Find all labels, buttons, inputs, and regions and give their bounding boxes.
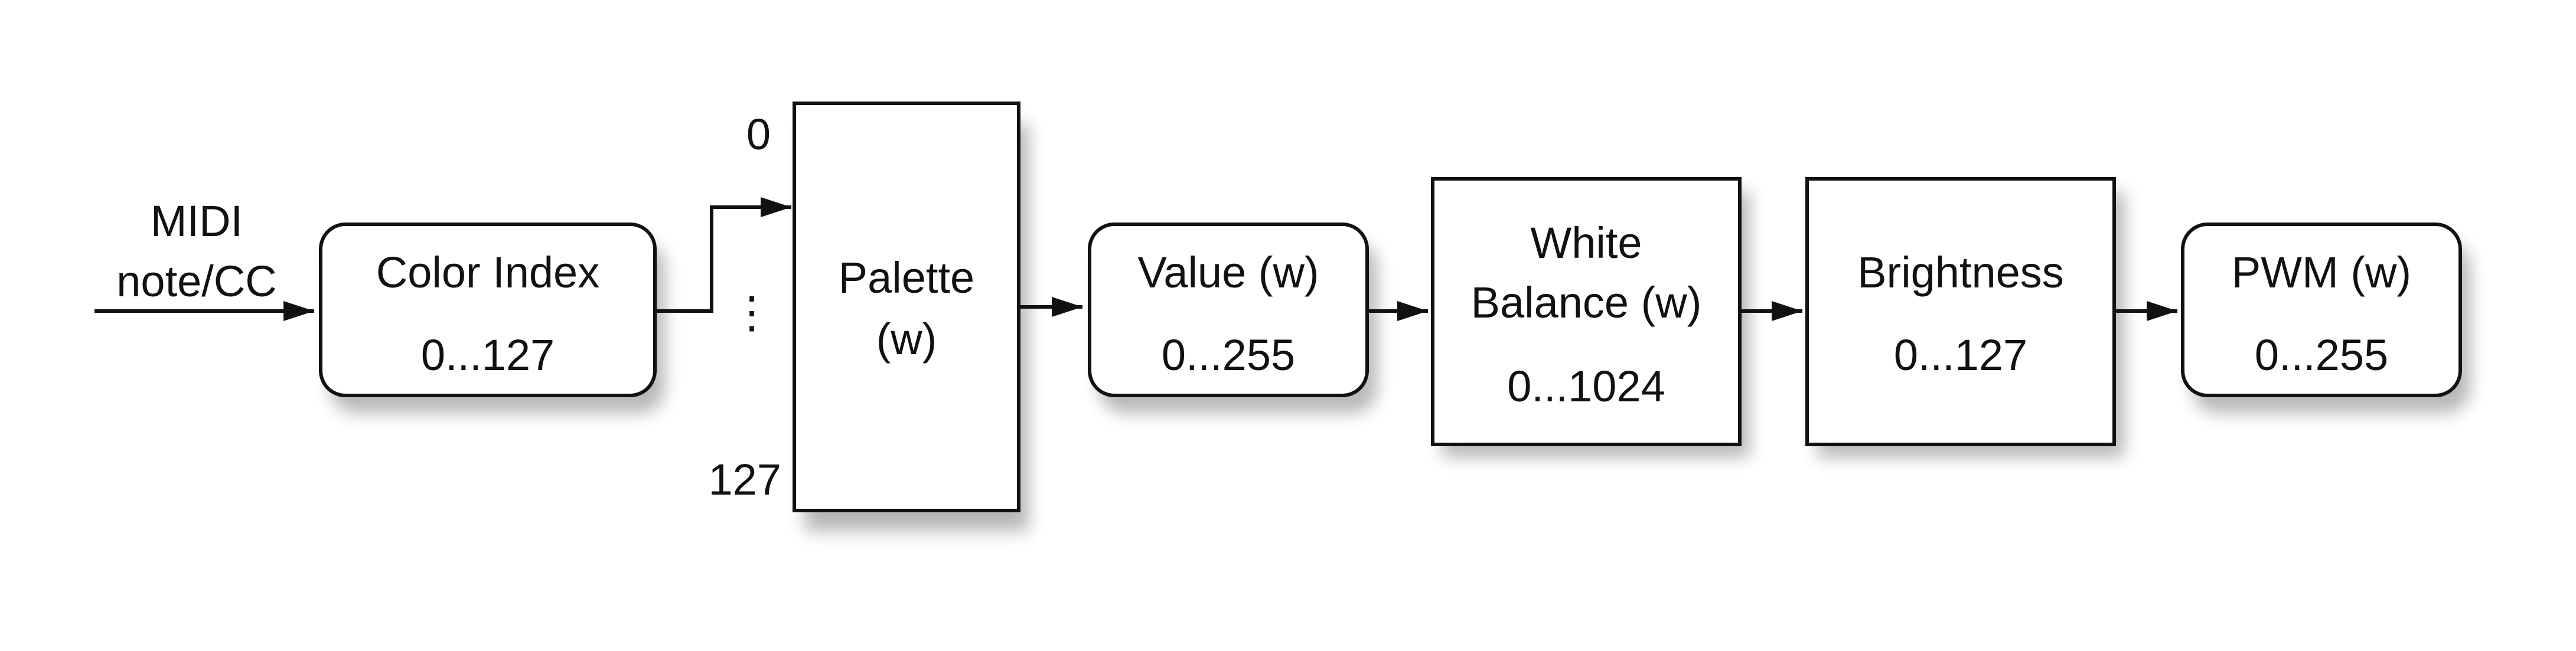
palette-index-labels: 0 ⋮ 127 <box>709 110 781 504</box>
midi-input-label: MIDI note/CC <box>116 197 276 306</box>
palette-index-top: 0 <box>746 110 771 159</box>
color-index-node: Color Index 0...127 <box>319 223 657 397</box>
pwm-box <box>2181 223 2462 397</box>
brightness-range: 0...127 <box>1894 331 2027 380</box>
white-balance-box <box>1431 177 1742 446</box>
white-balance-title: White <box>1530 218 1642 267</box>
brightness-box <box>1805 177 2116 446</box>
color-index-to-palette-arrow <box>657 197 791 313</box>
color-index-title: Color Index <box>376 248 599 297</box>
note-cc-label: note/CC <box>116 257 276 306</box>
value-box <box>1088 223 1369 397</box>
value-title: Value (w) <box>1137 248 1319 297</box>
pwm-title: PWM (w) <box>2232 248 2411 297</box>
palette-title-suffix: (w) <box>876 315 937 364</box>
palette-title: Palette <box>839 253 974 302</box>
palette-node: Palette (w) <box>793 102 1020 512</box>
value-node: Value (w) 0...255 <box>1088 223 1369 397</box>
white-balance-node: White Balance (w) 0...1024 <box>1431 177 1742 446</box>
midi-label: MIDI <box>151 197 243 246</box>
pwm-node: PWM (w) 0...255 <box>2181 223 2462 397</box>
brightness-title: Brightness <box>1857 248 2064 297</box>
white-balance-range: 0...1024 <box>1507 362 1665 411</box>
connector-layer <box>94 197 2177 321</box>
palette-box <box>793 102 1020 512</box>
white-balance-title-suffix: Balance (w) <box>1471 278 1702 327</box>
palette-index-bottom: 127 <box>709 455 781 504</box>
color-index-range: 0...127 <box>421 331 555 380</box>
color-index-box <box>319 223 657 397</box>
value-range: 0...255 <box>1162 331 1295 380</box>
pwm-range: 0...255 <box>2255 331 2388 380</box>
brightness-node: Brightness 0...127 <box>1805 177 2116 446</box>
palette-index-ellipsis: ⋮ <box>730 288 774 337</box>
